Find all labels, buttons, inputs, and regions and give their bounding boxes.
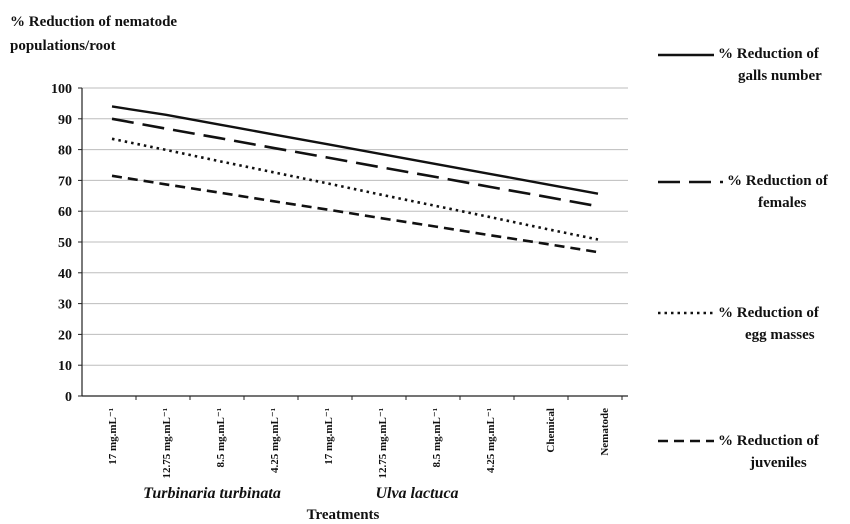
series-line-3 xyxy=(111,174,599,254)
y-tick-label: 20 xyxy=(58,328,72,343)
x-tick-label: 17 mg.mL⁻¹ xyxy=(323,408,335,465)
y-tick-labels: 0 10 20 30 40 50 60 70 80 90 100 xyxy=(51,82,82,405)
y-tick-label: 50 xyxy=(58,236,72,251)
legend-label-galls-line1: % Reduction of xyxy=(718,46,820,62)
y-tick-label: 30 xyxy=(58,298,72,313)
y-tick-label: 70 xyxy=(58,174,72,189)
x-tick-label: Nematode xyxy=(599,408,611,456)
legend: % Reduction of galls number % Reduction … xyxy=(658,46,829,471)
x-tick-label: 8.5 mg.mL⁻¹ xyxy=(215,408,227,468)
y-tick-label: 100 xyxy=(51,82,72,97)
x-tick-label: 17 mg.mL⁻¹ xyxy=(107,408,119,465)
legend-label-females-line1: % Reduction of xyxy=(727,173,829,189)
series-line-2 xyxy=(111,137,599,241)
x-tick-labels: 17 mg.mL⁻¹ 12.75 mg.mL⁻¹ 8.5 mg.mL⁻¹ 4.25 m… xyxy=(107,396,623,479)
y-tick-label: 80 xyxy=(58,144,72,159)
y-tick-label: 90 xyxy=(58,113,72,128)
legend-label-juveniles-line1: % Reduction of xyxy=(718,433,820,449)
y-axis-title-line1: % Reduction of nematode xyxy=(10,14,177,30)
x-tick-label: 12.75 mg.mL⁻¹ xyxy=(377,408,389,479)
y-tick-label: 0 xyxy=(65,390,72,405)
y-tick-label: 40 xyxy=(58,267,72,282)
series-lines xyxy=(111,105,599,254)
legend-label-females-line2: females xyxy=(758,195,806,211)
x-tick-label: 4.25 mg.mL⁻¹ xyxy=(269,408,281,473)
x-tick-label: Chemical xyxy=(545,408,557,453)
y-tick-label: 10 xyxy=(58,359,72,374)
legend-label-galls-line2: galls number xyxy=(738,68,822,84)
series-line-0 xyxy=(111,105,599,195)
group-label-turbinaria: Turbinaria turbinata xyxy=(143,485,281,502)
legend-label-egg-line1: % Reduction of xyxy=(718,305,820,321)
series-line-1 xyxy=(111,117,599,208)
x-tick-label: 12.75 mg.mL⁻¹ xyxy=(161,408,173,479)
group-label-ulva: Ulva lactuca xyxy=(375,485,458,502)
x-tick-label: 4.25 mg.mL⁻¹ xyxy=(485,408,497,473)
x-axis-title: Treatments xyxy=(307,507,380,523)
y-tick-label: 60 xyxy=(58,205,72,220)
y-axis-title-line2: populations/root xyxy=(10,38,116,54)
gridlines xyxy=(82,87,628,366)
legend-label-egg-line2: egg masses xyxy=(745,327,815,343)
legend-label-juveniles-line2: juveniles xyxy=(749,455,807,471)
x-tick-label: 8.5 mg.mL⁻¹ xyxy=(431,408,443,468)
